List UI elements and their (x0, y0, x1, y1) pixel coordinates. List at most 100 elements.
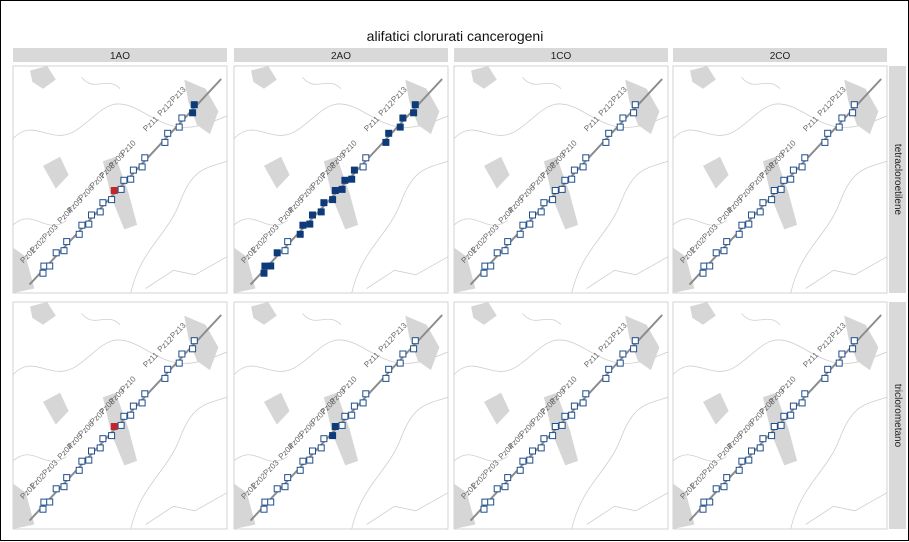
row-strip (889, 66, 906, 293)
station-marker (299, 221, 307, 229)
station-marker (630, 345, 638, 353)
station-marker (568, 175, 576, 183)
station-marker (570, 402, 578, 410)
station-marker (127, 411, 135, 419)
station-marker (410, 109, 418, 117)
station-marker (120, 176, 128, 184)
station-marker (260, 269, 268, 277)
map-land (703, 392, 729, 425)
station-marker (735, 230, 743, 238)
station-marker (338, 185, 346, 193)
station-marker (331, 187, 339, 194)
map-outline (351, 160, 448, 293)
station-marker (850, 337, 858, 345)
station-marker (835, 359, 843, 367)
station-marker (706, 498, 714, 506)
station-marker (493, 485, 501, 493)
station-marker (745, 220, 753, 228)
station-marker (164, 365, 172, 373)
station-marker (537, 444, 545, 452)
map-outline (302, 77, 342, 89)
map-outline (302, 313, 342, 325)
station-marker (40, 498, 48, 506)
station-marker (759, 199, 767, 207)
station-marker (190, 101, 198, 109)
station-marker (561, 412, 569, 420)
station-marker (519, 457, 527, 465)
station-marker (720, 483, 728, 491)
station-marker (317, 444, 325, 452)
station-marker (161, 138, 169, 146)
map-land (264, 392, 290, 425)
station-marker (281, 483, 289, 491)
station-marker (331, 423, 339, 430)
station-marker (789, 402, 797, 410)
station-marker (75, 230, 83, 238)
map-land (762, 392, 798, 466)
station-marker (487, 262, 495, 270)
station-marker (777, 185, 785, 193)
station-marker (85, 220, 93, 228)
station-marker (570, 166, 578, 174)
station-marker (284, 474, 292, 482)
station-marker (745, 456, 753, 464)
station-marker (120, 412, 128, 420)
map-land (844, 79, 879, 135)
map-land (673, 483, 695, 529)
station-marker (317, 208, 325, 216)
map-land (625, 315, 660, 371)
station-marker (284, 238, 292, 246)
station-marker (138, 163, 146, 171)
station-marker (501, 247, 509, 255)
station-marker (385, 365, 393, 373)
station-marker (798, 399, 806, 407)
station-marker (306, 456, 314, 464)
station-marker (824, 129, 832, 137)
station-marker (78, 457, 86, 465)
row-strip-label: tetracloroetilene (892, 144, 903, 216)
station-marker (40, 262, 48, 270)
station-marker (549, 432, 557, 440)
row-strip-label: triclorometano (892, 384, 903, 448)
station-marker (759, 435, 767, 443)
map-land (543, 156, 579, 230)
map-outline (522, 313, 562, 325)
station-marker (720, 247, 728, 255)
column-strip-label: 1AO (110, 51, 130, 62)
map-outline (81, 77, 121, 89)
station-marker (117, 185, 125, 193)
station-marker (801, 154, 809, 162)
station-marker (63, 238, 71, 246)
facet-panel: Pz01Pz02Pz03Pz04Pz05Pz06Pz07Pz08Pz09Pz10… (672, 301, 888, 530)
map-land (102, 392, 138, 466)
station-marker (835, 123, 843, 131)
station-marker (504, 474, 512, 482)
station-marker (787, 175, 795, 183)
station-marker (39, 505, 47, 513)
station-marker (63, 474, 71, 482)
station-marker (411, 337, 419, 345)
station-marker (362, 390, 370, 398)
column-strip (673, 48, 887, 62)
station-marker (78, 221, 86, 229)
station-marker (99, 435, 107, 443)
column-strip (454, 48, 668, 62)
column-strip-label: 2AO (331, 51, 351, 62)
station-marker (480, 269, 488, 277)
map-outline (673, 218, 727, 226)
station-marker (780, 412, 788, 420)
station-marker (88, 447, 95, 455)
station-marker (362, 154, 370, 162)
station-marker (561, 176, 569, 184)
station-marker (60, 483, 68, 491)
map-land (251, 302, 277, 325)
station-marker (39, 269, 47, 277)
station-marker (338, 421, 346, 429)
station-marker (189, 345, 197, 353)
map-outline (790, 160, 887, 293)
station-marker (411, 101, 419, 109)
station-marker (341, 412, 349, 420)
station-marker (260, 505, 268, 513)
station-marker (777, 421, 785, 429)
station-marker (504, 238, 512, 246)
